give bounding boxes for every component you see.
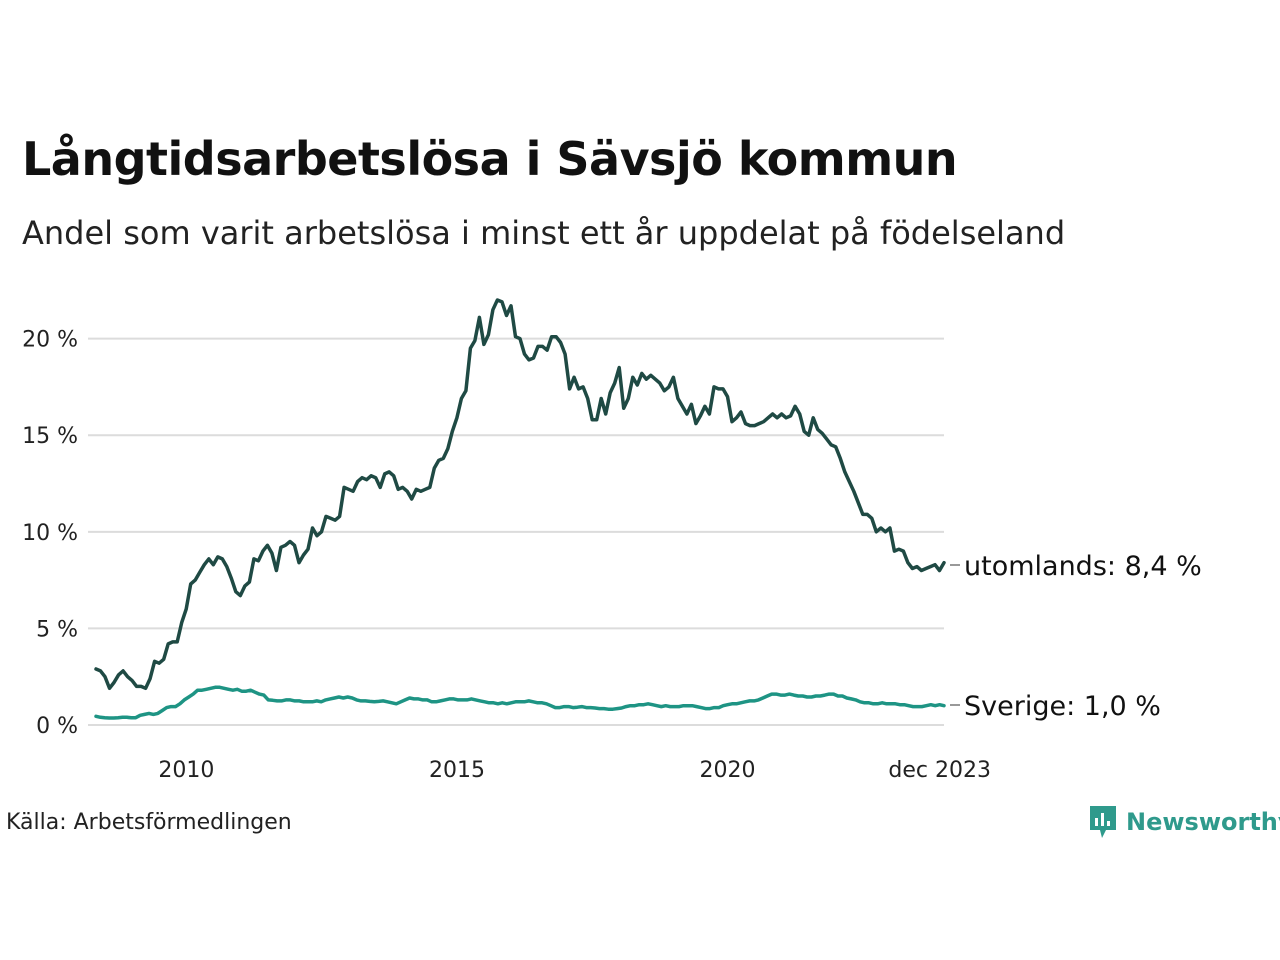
chart-title: Långtidsarbetslösa i Sävsjö kommun — [22, 132, 958, 186]
x-tick-label: 2020 — [700, 758, 756, 783]
series-end-labels: utomlands: 8,4 % Sverige: 1,0 % — [950, 551, 1202, 722]
x-axis-ticks: 2010 2015 2020 dec 2023 — [158, 758, 991, 783]
y-tick-label: 10 % — [22, 521, 78, 546]
grid-lines — [88, 337, 944, 726]
y-tick-label: 0 % — [36, 714, 78, 739]
source-note: Källa: Arbetsförmedlingen — [6, 810, 292, 835]
series-line-utomlands — [94, 298, 946, 691]
line-chart: 0 %5 %10 %15 %20 % 2010 2015 2020 dec 2023 … — [22, 298, 1202, 783]
series-label-utomlands: utomlands: 8,4 % — [964, 551, 1202, 582]
series-line-Sverige — [94, 685, 946, 720]
x-tick-label: 2010 — [158, 758, 214, 783]
brand[interactable]: Newsworthy — [1088, 804, 1280, 840]
x-tick-label: 2015 — [429, 758, 485, 783]
newsworthy-logo-icon — [1090, 806, 1116, 838]
y-tick-label: 20 % — [22, 328, 78, 353]
series-lines — [94, 298, 946, 720]
y-axis-ticks: 0 % 5 % 10 % 15 % 20 % — [22, 328, 78, 739]
x-tick-label: dec 2023 — [888, 758, 991, 783]
chart-subtitle: Andel som varit arbetslösa i minst ett å… — [22, 214, 1066, 252]
y-tick-label: 5 % — [36, 617, 78, 642]
y-tick-label: 15 % — [22, 424, 78, 449]
series-label-Sverige: Sverige: 1,0 % — [964, 691, 1161, 722]
brand-name: Newsworthy — [1126, 808, 1280, 836]
